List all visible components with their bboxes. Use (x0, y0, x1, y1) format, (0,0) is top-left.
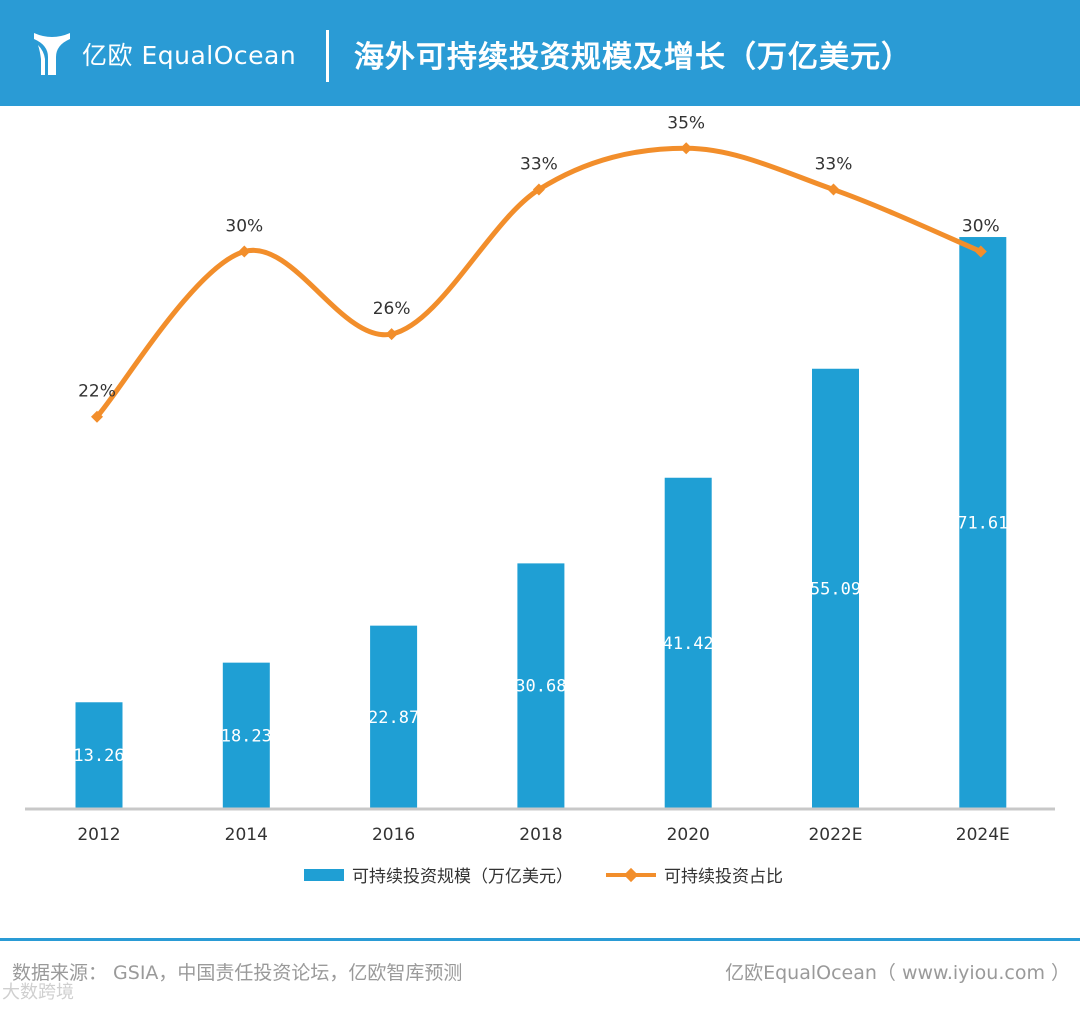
line-label-2020: 35% (667, 113, 705, 133)
line-point-2014 (238, 245, 251, 258)
bar-2016 (370, 625, 418, 808)
labels-layer: 13.26 2012 18.23 2014 22.87 2016 30.68 2018 41.4… (73, 113, 1009, 845)
legend-label-bar: 可持续投资规模（万亿美元） (352, 867, 573, 887)
legend-item-line: 可持续投资占比 (606, 862, 783, 887)
bar-2014 (222, 662, 270, 808)
line-label-2024E: 30% (962, 217, 1000, 237)
legend-line-swatch (606, 867, 656, 882)
bar-label-2018: 30.68 (515, 677, 566, 697)
x-tick-label-2014: 2014 (225, 825, 268, 845)
x-tick-label-2022E: 2022E (808, 825, 862, 845)
x-tick-label-2018: 2018 (519, 825, 562, 845)
brand-name: 亿欧 EqualOcean (82, 41, 297, 70)
x-tick-label-2012: 2012 (77, 825, 120, 845)
line-point-2022E (827, 183, 840, 196)
bar-label-2016: 22.87 (368, 708, 419, 728)
line-label-2022E: 33% (815, 155, 853, 175)
legend-item-bar: 可持续投资规模（万亿美元） (304, 862, 573, 887)
legend-diamond-icon (623, 867, 639, 882)
bar-2012 (75, 702, 123, 808)
legend-label-line: 可持续投资占比 (664, 867, 783, 887)
line-label-2014: 30% (225, 217, 263, 237)
line-point-2012 (91, 410, 103, 423)
bar-label-2022E: 55.09 (810, 579, 861, 599)
equalocean-logo-icon (34, 33, 70, 75)
legend-bar-swatch (304, 868, 344, 881)
bar-label-2020: 41.42 (663, 634, 714, 654)
footer-credit: 亿欧EqualOcean（ www.iyiou.com ） (725, 962, 1070, 984)
bars-layer (75, 237, 1007, 808)
watermark: 大数跨境 (2, 982, 74, 1003)
line-label-2016: 26% (373, 299, 411, 319)
combo-chart: 13.26 2012 18.23 2014 22.87 2016 30.68 2018 41.4… (25, 113, 1055, 845)
line-point-2020 (680, 142, 693, 155)
line-point-2018 (532, 183, 545, 196)
brand-logo: 亿欧 EqualOcean (30, 24, 296, 84)
bar-label-2012: 13.26 (73, 746, 124, 766)
data-source: 数据来源： GSIA，中国责任投资论坛，亿欧智库预测 (12, 962, 463, 984)
bar-2022E (812, 368, 859, 808)
line-point-2016 (385, 328, 398, 341)
bar-label-2014: 18.23 (221, 726, 272, 746)
footer-divider (0, 938, 1080, 941)
chart-legend: 可持续投资规模（万亿美元） 可持续投资占比 (0, 862, 1080, 890)
header-banner: 亿欧 EqualOcean 海外可持续投资规模及增长（万亿美元） (0, 0, 1080, 106)
x-tick-label-2020: 2020 (667, 825, 710, 845)
bar-2020 (664, 477, 712, 808)
page-title: 海外可持续投资规模及增长（万亿美元） (354, 40, 912, 75)
bar-2018 (517, 563, 565, 808)
line-label-2018: 33% (520, 155, 558, 175)
bar-2024E (959, 237, 1007, 808)
line-layer (91, 142, 987, 423)
header-divider (326, 30, 329, 82)
line-label-2012: 22% (78, 382, 116, 402)
x-tick-label-2016: 2016 (372, 825, 415, 845)
bar-label-2024E: 71.61 (957, 514, 1008, 534)
x-tick-label-2024E: 2024E (956, 825, 1010, 845)
line-point-2024E (974, 245, 987, 258)
